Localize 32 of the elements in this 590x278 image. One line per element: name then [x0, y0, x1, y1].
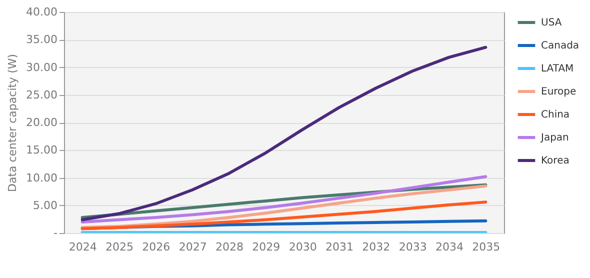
x-tick-label: 2026: [142, 240, 170, 254]
y-tick-label: 5.00: [33, 198, 58, 212]
legend-label: Canada: [541, 40, 580, 52]
y-axis-title: Data center capacity (W): [6, 54, 20, 192]
line-series: [80, 46, 488, 222]
legend-label: LATAM: [541, 64, 574, 74]
y-tick-label: 20.00: [26, 116, 58, 129]
y-tick-label: 10.00: [26, 171, 58, 184]
legend-label: USA: [541, 18, 562, 28]
legend-label: China: [541, 110, 570, 120]
x-tick-label: 2029: [252, 240, 280, 254]
x-tick-label: 2032: [362, 240, 390, 254]
y-tick-label: 30.00: [26, 60, 58, 74]
y-tick-label: 35.00: [26, 33, 58, 46]
y-tick-label: 40.00: [26, 6, 58, 18]
x-tick-label: 2034: [436, 240, 464, 254]
line-series: [80, 200, 488, 230]
x-tick-label: 2028: [216, 240, 244, 254]
x-tick-label: 2030: [288, 240, 317, 254]
x-tick-label: 2025: [106, 240, 134, 254]
x-tick-label: 2031: [326, 240, 354, 254]
x-tick-label: 2027: [178, 240, 207, 254]
y-tick-label: 25.00: [26, 88, 58, 102]
x-tick-label: 2035: [472, 240, 500, 254]
legend-label: Korea: [541, 156, 570, 166]
legend-label: Europe: [541, 86, 576, 98]
legend-label: Japan: [540, 132, 569, 144]
y-tick-label: -: [54, 226, 58, 240]
y-tick-label: 15.00: [26, 144, 58, 157]
x-tick-label: 2033: [398, 240, 427, 254]
line-series: [80, 175, 488, 224]
x-tick-label: 2024: [68, 240, 97, 254]
